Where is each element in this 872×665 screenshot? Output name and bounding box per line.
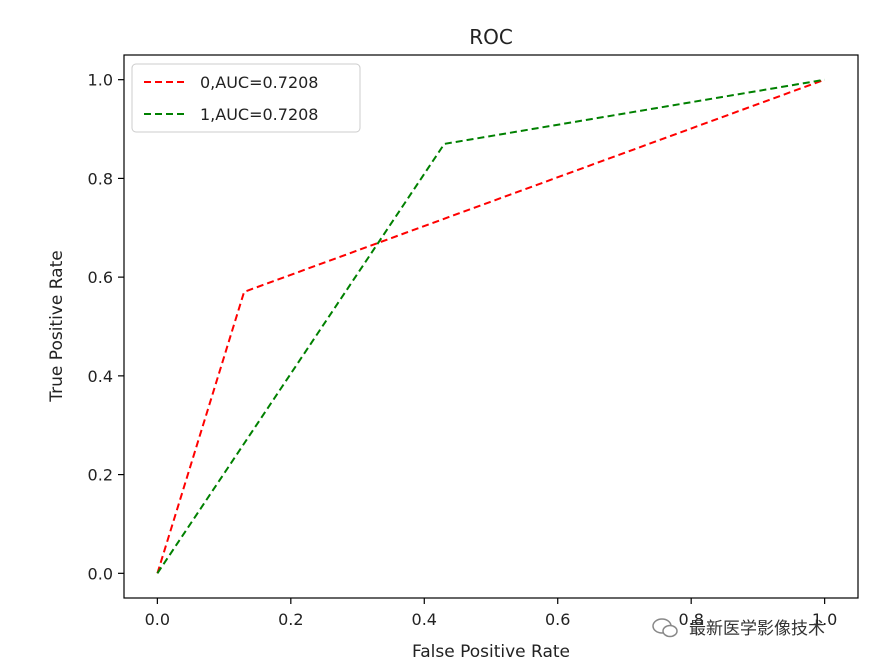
- wechat-icon: [652, 618, 678, 638]
- series-line-1: [156, 78, 825, 574]
- legend: 0,AUC=0.7208 1,AUC=0.7208: [131, 63, 361, 133]
- y-tick-label: 0.2: [88, 466, 113, 485]
- x-tick-label: 0.0: [145, 610, 170, 629]
- y-tick-label: 0.0: [88, 564, 113, 583]
- x-tick-label: 0.4: [412, 610, 437, 629]
- plot-frame: [123, 54, 859, 599]
- plot-area: [123, 54, 859, 599]
- y-axis-ticks: 0.0 0.2 0.4 0.6 0.8 1.0: [88, 71, 124, 583]
- chart-title: ROC: [469, 25, 513, 49]
- x-axis-label: False Positive Rate: [412, 642, 570, 662]
- y-tick-label: 0.8: [88, 169, 113, 188]
- legend-label-0: 0,AUC=0.7208: [200, 73, 318, 92]
- legend-box: [131, 63, 361, 133]
- series-line-0: [156, 78, 825, 574]
- legend-label-1: 1,AUC=0.7208: [200, 105, 318, 124]
- y-tick-label: 0.4: [88, 367, 113, 386]
- y-tick-label: 0.6: [88, 268, 113, 287]
- y-axis-label: True Positive Rate: [47, 250, 67, 402]
- watermark: 最新医学影像技术: [652, 618, 825, 639]
- y-tick-label: 1.0: [88, 71, 113, 90]
- x-axis-ticks: 0.0 0.2 0.4 0.6 0.8 1.0: [145, 598, 837, 629]
- x-tick-label: 0.2: [278, 610, 303, 629]
- watermark-text: 最新医学影像技术: [689, 619, 825, 639]
- x-tick-label: 0.8: [678, 610, 703, 629]
- x-tick-label: 0.6: [545, 610, 570, 629]
- x-tick-label: 1.0: [812, 610, 837, 629]
